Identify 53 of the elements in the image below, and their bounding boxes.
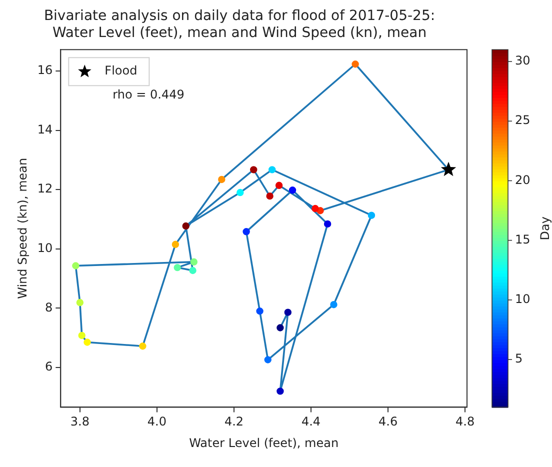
point [284,308,292,316]
x-tick-label: 4.0 [147,414,167,429]
point [139,342,146,350]
point [352,60,359,68]
x-tick-label: 4.4 [301,414,321,429]
color-bar-label: 10 [515,292,530,306]
color-bar-label: 5 [515,352,523,366]
y-tick-label: 14 [37,122,53,136]
point [174,264,181,272]
point [440,162,456,176]
y-tick-label: 8 [45,300,53,314]
x-tick-label: 3.8 [70,414,90,429]
color-bar-label: 25 [515,113,530,128]
chart-title: Bivariate analysis on daily data for flood of 2017-05-25: Water Level (feet), mean and Wind Speed (kn), mean [44,8,436,41]
point [182,222,190,230]
color-bar-label: 20 [515,172,530,187]
color-bar-title: Day [538,216,552,240]
y-tick-label: 12 [37,182,53,196]
point [330,301,338,308]
point [275,182,283,190]
point [368,212,376,219]
point [250,166,258,174]
point [266,192,274,200]
point [190,258,198,266]
point [288,186,296,194]
color-bar-label: 30 [515,54,530,68]
point [276,324,284,332]
color-bar-label: 15 [515,232,530,246]
point [72,262,80,270]
y-tick-label: 10 [37,240,53,255]
point [242,228,250,236]
y-axis-title: Wind Speed (kn), mean [15,158,30,299]
point [78,332,86,340]
point [264,356,272,364]
annotation: rho = 0.449 [112,88,184,102]
x-tick-label: 4.2 [224,414,244,429]
y-tick-label: 16 [37,63,53,78]
point [76,298,84,306]
point [312,204,319,212]
legend-label: Flood [104,64,138,78]
x-axis-title: Water Level (feet), mean [189,436,339,450]
y-tick-label: 6 [45,360,53,374]
x-tick-label: 4.6 [378,414,398,429]
point [268,166,276,174]
x-tick-label: 4.8 [456,414,475,429]
point [276,388,284,395]
point [172,240,180,248]
point [84,338,91,346]
point [218,176,226,184]
point [189,266,196,274]
point [256,308,264,315]
point [324,220,332,228]
point [236,188,244,196]
